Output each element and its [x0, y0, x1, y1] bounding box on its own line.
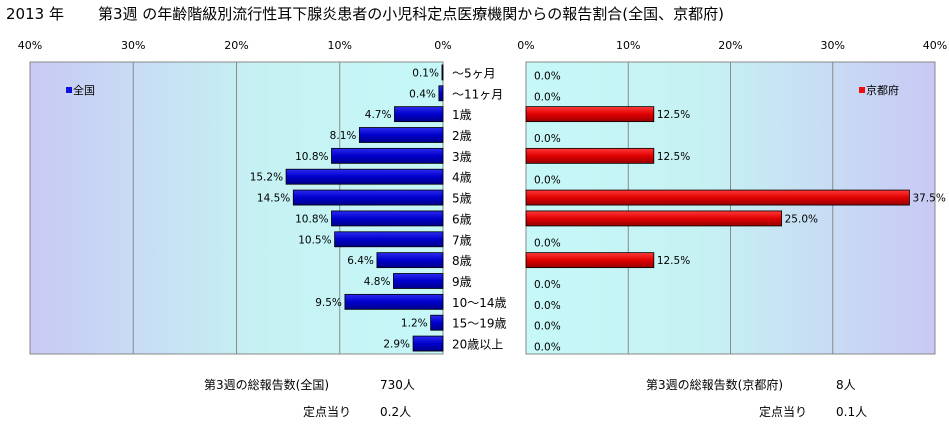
left-bar: [438, 85, 444, 102]
left-bar: [358, 127, 444, 143]
right-bar-value-label: 0.0%: [534, 300, 561, 312]
left-bar-value-label: 1.2%: [401, 318, 428, 330]
age-category-label: 6歳: [452, 212, 472, 226]
right-bar-value-label: 0.0%: [534, 133, 561, 145]
age-category-label: ～5ヶ月: [452, 66, 496, 80]
age-category-label: 5歳: [452, 192, 472, 206]
right-bar: [525, 106, 655, 123]
age-category-label: 2歳: [452, 129, 472, 143]
right-x-tick-label: 10%: [616, 39, 640, 52]
left-legend-label: 全国: [73, 83, 95, 97]
age-category-label: 20歳以上: [452, 338, 503, 352]
right-bar-value-label: 0.0%: [534, 342, 561, 354]
right-bar-value-label: 0.0%: [534, 279, 561, 291]
age-category-label: 4歳: [452, 171, 472, 185]
kyoto-per-value: 0.1人: [836, 405, 868, 419]
right-legend-swatch: [859, 87, 865, 93]
kyoto-total-label: 第3週の総報告数(京都府): [646, 378, 783, 392]
left-bar-value-label: 2.9%: [383, 339, 410, 351]
right-bar-value-label: 0.0%: [534, 237, 561, 249]
right-bar-value-label: 12.5%: [657, 151, 690, 163]
right-bar-value-label: 37.5%: [912, 193, 945, 205]
left-bar-value-label: 10.5%: [298, 234, 331, 246]
left-bar: [285, 168, 444, 185]
left-bar-value-label: 10.8%: [295, 151, 328, 163]
left-bar: [393, 273, 444, 289]
left-bar: [376, 252, 444, 269]
left-x-tick-label: 40%: [18, 39, 42, 52]
left-bar-value-label: 0.1%: [412, 67, 439, 79]
age-category-label: 1歳: [452, 108, 472, 122]
left-x-tick-label: 10%: [328, 39, 352, 52]
right-bar-value-label: 12.5%: [657, 255, 690, 267]
left-bar: [430, 314, 444, 331]
right-bar-value-label: 25.0%: [785, 213, 818, 225]
left-bar: [412, 335, 444, 352]
national-per-value: 0.2人: [380, 405, 412, 419]
left-bar: [334, 231, 444, 248]
right-x-tick-label: 0%: [517, 39, 534, 52]
left-bar-value-label: 9.5%: [315, 297, 342, 309]
left-bar-value-label: 8.1%: [330, 130, 357, 142]
right-bar-value-label: 0.0%: [534, 175, 561, 187]
chart-title: 第3週 の年齢階級別流行性耳下腺炎患者の小児科定点医療機関からの報告割合(全国、…: [97, 5, 724, 23]
left-bar: [331, 210, 444, 227]
left-x-tick-label: 20%: [224, 39, 248, 52]
left-bar: [331, 147, 444, 164]
age-category-label: ～11ヶ月: [452, 87, 503, 101]
right-legend-label: 京都府: [866, 83, 899, 97]
left-bar-value-label: 4.8%: [364, 276, 391, 288]
left-bar: [344, 293, 444, 310]
age-category-label: 9歳: [452, 275, 472, 289]
right-bar: [525, 189, 910, 206]
left-x-tick-label: 0%: [434, 39, 451, 52]
left-bar: [394, 106, 444, 123]
right-bar-value-label: 0.0%: [534, 321, 561, 333]
left-bar-value-label: 14.5%: [257, 193, 290, 205]
age-category-label: 10～14歳: [452, 296, 507, 310]
left-bar-value-label: 0.4%: [409, 88, 436, 100]
kyoto-total-value: 8人: [836, 378, 856, 392]
left-bar-value-label: 6.4%: [347, 255, 374, 267]
chart-title-line: 2013 年 第3週 の年齢階級別流行性耳下腺炎患者の小児科定点医療機関からの報告…: [6, 3, 724, 24]
right-bar: [525, 210, 783, 227]
left-bar: [441, 64, 444, 81]
left-bar: [292, 189, 444, 206]
right-x-tick-label: 20%: [718, 39, 742, 52]
left-bar-value-label: 15.2%: [250, 172, 283, 184]
national-per-label: 定点当り: [303, 405, 352, 419]
age-category-label: 8歳: [452, 254, 472, 268]
age-category-label: 15～19歳: [452, 317, 507, 331]
national-total-label: 第3週の総報告数(全国): [204, 378, 329, 392]
national-total-value: 730人: [380, 378, 415, 392]
right-bar: [525, 252, 655, 269]
left-legend-swatch: [66, 87, 72, 93]
left-x-tick-label: 30%: [121, 39, 145, 52]
right-bar-value-label: 0.0%: [534, 70, 561, 82]
left-bar-value-label: 4.7%: [365, 109, 392, 121]
right-bar-value-label: 12.5%: [657, 109, 690, 121]
right-bar-value-label: 0.0%: [534, 91, 561, 103]
age-category-label: 3歳: [452, 150, 472, 164]
kyoto-per-label: 定点当り: [759, 405, 808, 419]
right-bar: [525, 147, 655, 164]
right-x-tick-label: 30%: [821, 39, 845, 52]
right-x-tick-label: 40%: [923, 39, 947, 52]
chart-year: 2013 年: [6, 5, 64, 23]
age-category-label: 7歳: [452, 233, 472, 247]
left-bar-value-label: 10.8%: [295, 213, 328, 225]
